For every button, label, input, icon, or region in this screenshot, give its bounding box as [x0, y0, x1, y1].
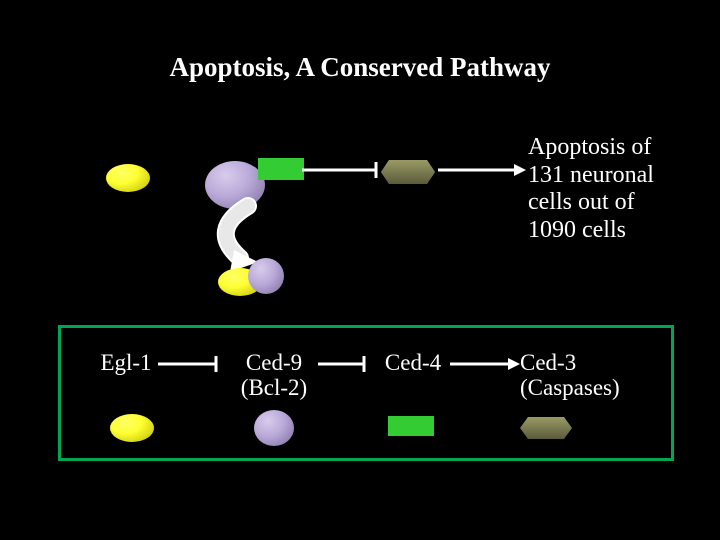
annotation-line4: 1090 cells: [528, 217, 626, 243]
annotation-line2: 131 neuronal: [528, 162, 654, 188]
annotation-text: Apoptosis of 131 neuronal cells out of 1…: [528, 134, 654, 244]
shape-bottom-hexagon: [520, 417, 572, 439]
node-egl1-label: Egl-1: [86, 350, 166, 375]
connector-ced4-ced3: [450, 356, 522, 376]
connector-ced9-ced4: [318, 356, 372, 376]
node-ced4-label: Ced-4: [368, 350, 458, 375]
shape-top-yellow: [106, 164, 150, 192]
shape-bottom-green: [388, 416, 434, 436]
node-egl1-text: Egl-1: [100, 350, 151, 375]
node-ced3-label: Ced-3 (Caspases): [520, 350, 660, 401]
node-ced9-text2: (Bcl-2): [241, 375, 307, 400]
slide-title: Apoptosis, A Conserved Pathway: [0, 52, 720, 83]
node-ced9-label: Ced-9 (Bcl-2): [224, 350, 324, 401]
node-ced3-text2: (Caspases): [520, 375, 620, 400]
shape-bottom-purple: [254, 410, 294, 446]
annotation-line1: Apoptosis of: [528, 134, 651, 160]
node-ced9-text1: Ced-9: [246, 350, 302, 375]
shape-top-green: [258, 158, 304, 180]
node-ced3-text1: Ced-3: [520, 350, 576, 375]
annotation-line3: cells out of: [528, 189, 635, 215]
connector-top-arrow: [438, 162, 528, 182]
connector-top-inhibit: [302, 162, 382, 182]
shape-top-hexagon: [381, 160, 435, 184]
shape-complex-purple: [248, 258, 284, 294]
shape-bottom-yellow: [110, 414, 154, 442]
connector-egl1-ced9: [158, 356, 224, 376]
node-ced4-text: Ced-4: [385, 350, 441, 375]
